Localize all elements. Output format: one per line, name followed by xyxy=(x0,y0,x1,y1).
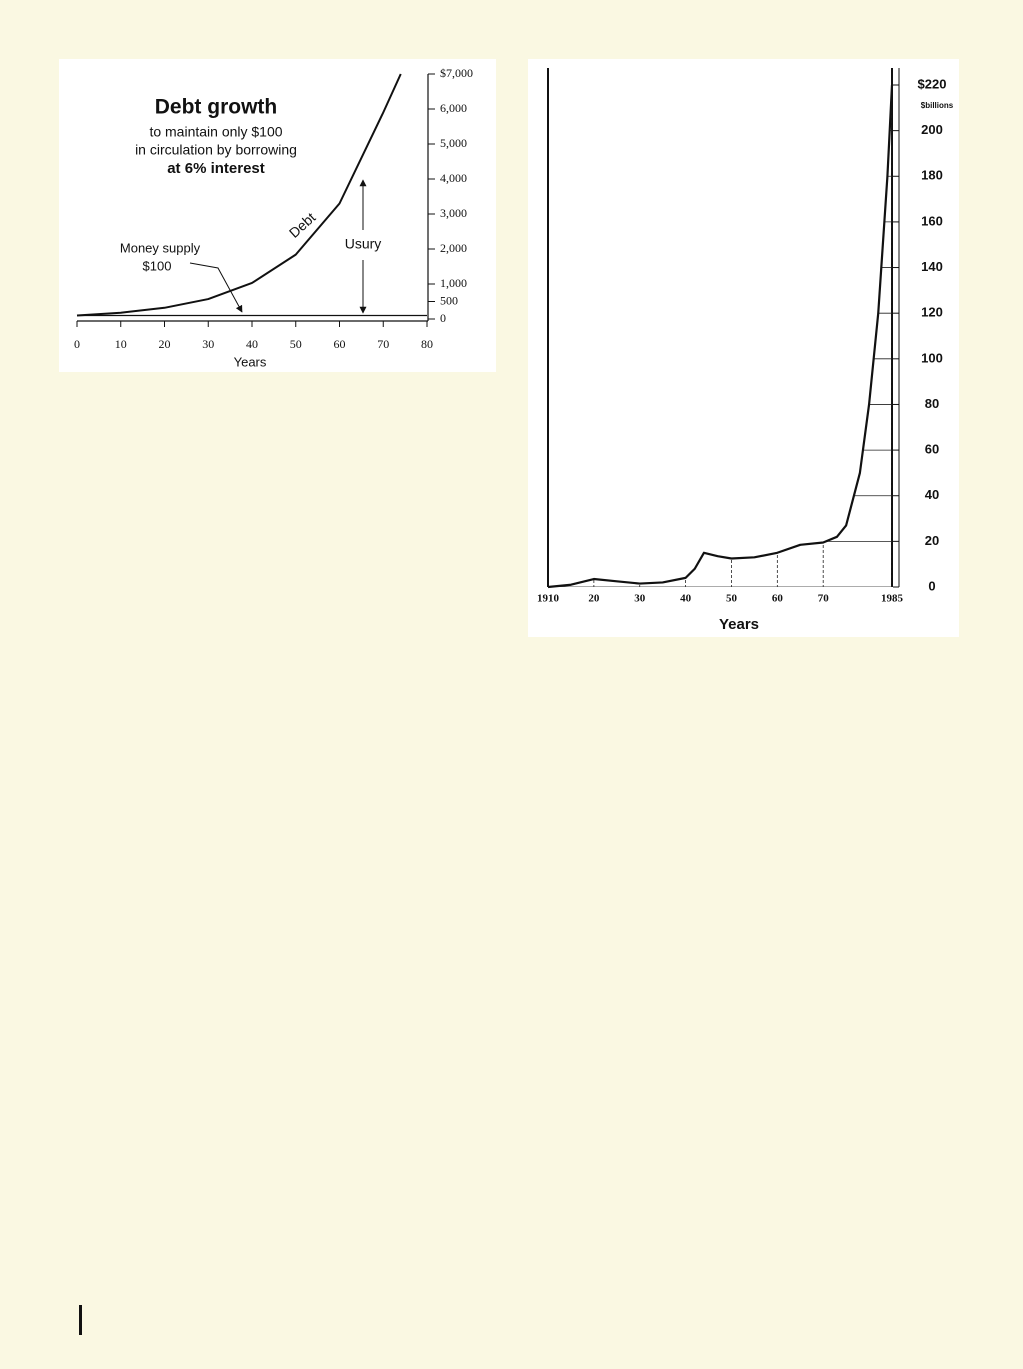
y-tick-label: 80 xyxy=(925,396,939,411)
annotation: Money supply xyxy=(120,240,201,255)
y-tick-label: 180 xyxy=(921,168,943,183)
x-tick-label: 50 xyxy=(726,593,738,605)
x-tick-label: 40 xyxy=(680,593,692,605)
y-tick-label: 0 xyxy=(928,578,935,593)
y-tick-label: $7,000 xyxy=(440,66,473,80)
y-tick-label: 160 xyxy=(921,213,943,228)
chart-panel xyxy=(528,59,959,637)
y-tick-label: 3,000 xyxy=(440,206,467,220)
y-tick-label: 120 xyxy=(921,305,943,320)
chart-subtitle: at 6% interest xyxy=(167,160,265,177)
y-unit: $billions xyxy=(921,101,954,110)
annotation: $100 xyxy=(143,258,172,273)
x-tick-label: 20 xyxy=(588,593,600,605)
x-tick-label: 10 xyxy=(115,337,127,351)
y-tick-label: 5,000 xyxy=(440,136,467,150)
data-line xyxy=(76,73,402,317)
x-tick-label: 80 xyxy=(421,337,433,351)
y-tick-label: 1,000 xyxy=(440,276,467,290)
x-tick-label: 0 xyxy=(74,337,80,351)
x-tick-label: 60 xyxy=(772,593,784,605)
x-tick-label: 30 xyxy=(634,593,646,605)
chart: Debt growth to maintain only $100 in cir… xyxy=(74,66,473,370)
x-tick-label: 20 xyxy=(159,337,171,351)
x-tick-label: 50 xyxy=(290,337,302,351)
x-tick-label: 60 xyxy=(334,337,346,351)
y-tick-label: 2,000 xyxy=(440,241,467,255)
y-tick-label: 140 xyxy=(921,259,943,274)
x-tick-label: 1910 xyxy=(537,593,560,605)
page-mark xyxy=(79,1305,82,1335)
y-tick-label: $220 xyxy=(918,76,947,91)
chart-subtitle: to maintain only $100 xyxy=(149,124,282,140)
y-tick-label: 500 xyxy=(440,293,458,307)
chart-subtitle: in circulation by borrowing xyxy=(135,142,297,158)
x-axis-label: Years xyxy=(719,616,759,633)
y-tick-label: 40 xyxy=(925,487,939,502)
annotation-arrow xyxy=(189,262,243,313)
chart-panel xyxy=(59,59,496,372)
y-tick-label: 60 xyxy=(925,442,939,457)
x-tick-label: 1985 xyxy=(881,593,904,605)
y-tick-label: 200 xyxy=(921,122,943,137)
x-tick-label: 70 xyxy=(377,337,389,351)
y-tick-label: 4,000 xyxy=(440,171,467,185)
x-tick-label: 70 xyxy=(818,593,830,605)
chart-title: Debt growth xyxy=(155,96,277,119)
x-axis-label: Years xyxy=(234,354,267,369)
y-tick-label: 20 xyxy=(925,533,939,548)
y-tick-label: 0 xyxy=(440,311,446,325)
x-tick-label: 30 xyxy=(202,337,214,351)
data-line xyxy=(547,84,894,589)
y-tick-label: 100 xyxy=(921,350,943,365)
annotation: Usury xyxy=(345,236,382,252)
y-tick-label: 6,000 xyxy=(440,101,467,115)
x-tick-label: 40 xyxy=(246,337,258,351)
